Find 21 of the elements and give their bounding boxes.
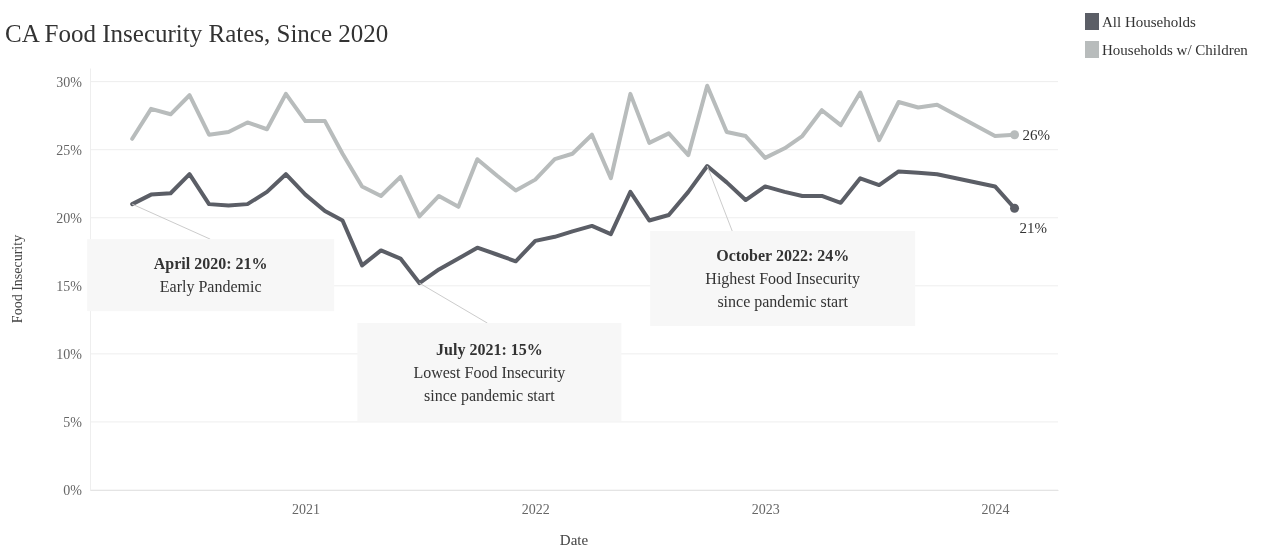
y-tick-label: 10% (56, 346, 83, 362)
legend-label: All Households (1102, 14, 1196, 30)
x-tick-label: 2021 (291, 501, 320, 517)
x-tick-label: 2022 (521, 501, 550, 517)
x-tick-label: 2023 (751, 501, 780, 517)
x-axis-title: Date (559, 531, 589, 548)
y-tick-label: 25% (56, 142, 83, 158)
annotation: July 2021: 15% Lowest Food Insecurity since pandemic start (413, 340, 566, 405)
x-tick-label: 2024 (981, 501, 1010, 517)
y-tick-label: 0% (63, 482, 83, 498)
y-tick-label: 15% (56, 278, 83, 294)
y-tick-label: 5% (63, 414, 83, 430)
annotation: October 2022: 24% Highest Food Insecurity since pandemic start (705, 247, 861, 312)
chart-title: CA Food Insecurity Rates, Since 2020 (5, 20, 389, 47)
annotation: April 2020: 21% Early Pandemic (153, 255, 268, 297)
y-axis-title: Food Insecurity (10, 234, 25, 324)
legend-label: Households w/ Children (1102, 42, 1249, 58)
data-label: 21% (1019, 220, 1048, 237)
y-tick-label: 20% (56, 210, 83, 226)
data-label: 26% (1022, 126, 1051, 143)
y-tick-label: 30% (56, 74, 83, 90)
